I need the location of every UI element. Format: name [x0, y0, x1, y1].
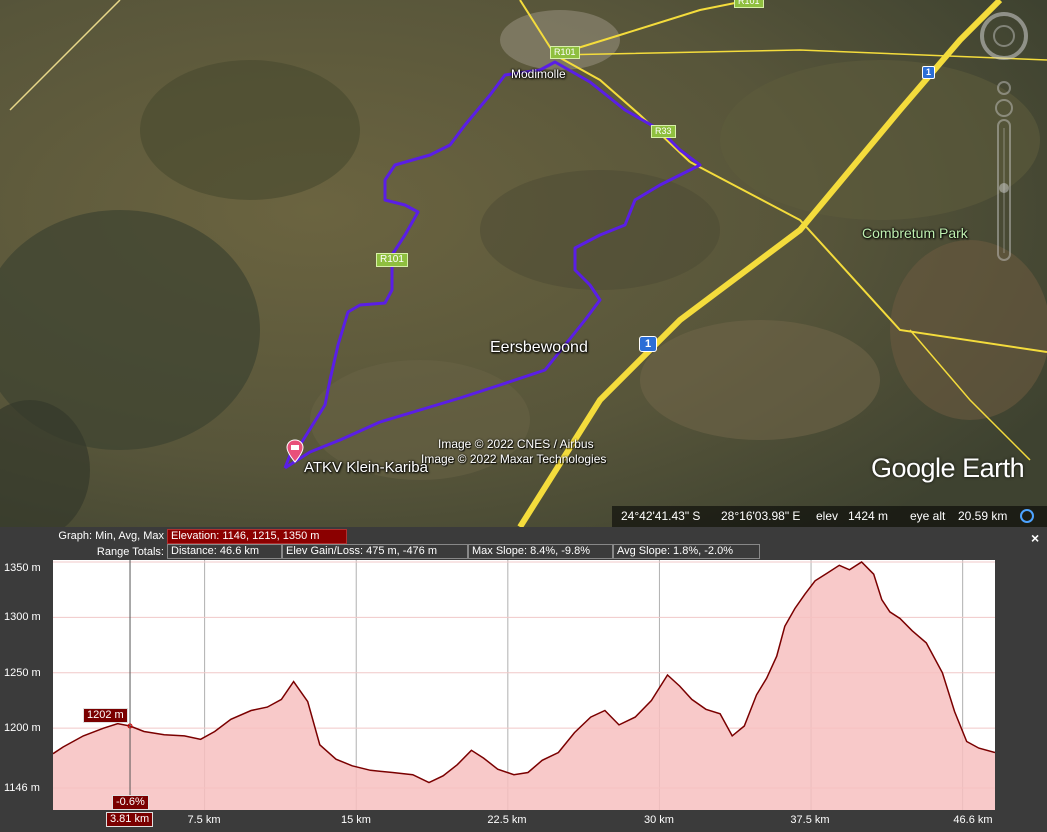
satellite-terrain — [0, 0, 1047, 527]
y-tick-label: 1250 m — [4, 667, 41, 679]
elevation-stats: Elevation: 1146, 1215, 1350 m — [167, 529, 347, 544]
longitude-readout: 28°16'03.98" E — [721, 509, 801, 523]
graph-label: Graph: Min, Avg, Max — [58, 530, 164, 542]
place-label-atkv: ATKV Klein-Kariba — [304, 459, 428, 476]
road-shield-r33: R33 — [651, 125, 676, 138]
elevation-area — [53, 562, 995, 810]
imagery-credit: Image © 2022 CNES / Airbus — [438, 437, 594, 451]
avg-slope: Avg Slope: 1.8%, -2.0% — [613, 544, 760, 559]
navigation-controls[interactable] — [978, 8, 1030, 268]
cursor-elevation-tag: 1202 m — [83, 708, 128, 723]
x-tick-label: 7.5 km — [187, 814, 221, 826]
elevation-line — [53, 561, 995, 784]
y-tick-label: 1350 m — [4, 562, 41, 574]
cursor-slope-tag: -0.6% — [112, 795, 149, 810]
elev-gain-loss: Elev Gain/Loss: 475 m, -476 m — [282, 544, 468, 559]
max-slope: Max Slope: 8.4%, -9.8% — [468, 544, 613, 559]
elevation-label: elev — [816, 509, 839, 523]
cursor-point — [127, 723, 133, 729]
placemark-pin-icon[interactable] — [286, 439, 304, 463]
close-button[interactable]: × — [1031, 530, 1040, 546]
map-viewport[interactable]: Modimolle Eersbewoond Combretum Park ATK… — [0, 0, 1047, 527]
latitude-readout: 24°42'41.43" S — [621, 509, 701, 523]
range-totals-label: Range Totals: — [96, 546, 164, 558]
google-earth-logo: Google Earth — [871, 453, 1025, 483]
elevation-chart[interactable] — [53, 560, 995, 810]
imagery-credit: Image © 2022 Maxar Technologies — [421, 452, 607, 466]
eye-altitude-label: eye alt — [910, 509, 946, 523]
place-label-modimolle: Modimolle — [511, 67, 566, 81]
x-tick-label: 22.5 km — [487, 814, 527, 826]
y-tick-label: 1300 m — [4, 611, 41, 623]
road-shield-r101: R101 — [376, 253, 408, 267]
y-tick-label: 1146 m — [4, 782, 40, 794]
elevation-readout: 1424 m — [848, 509, 889, 523]
x-tick-label: 30 km — [644, 814, 674, 826]
elevation-profile-panel: Graph: Min, Avg, Max Elevation: 1146, 12… — [0, 527, 1047, 832]
place-label-eersbewoond: Eersbewoond — [490, 339, 588, 356]
route-path — [283, 60, 702, 470]
status-bar: 24°42'41.43" S 28°16'03.98" E elev 1424 … — [612, 506, 1047, 527]
place-label-combretum-park: Combretum Park — [862, 225, 968, 241]
navigation-controls-graphic — [980, 12, 1028, 261]
x-tick-label: 37.5 km — [790, 814, 830, 826]
road-shield-r101: R101 — [550, 46, 580, 59]
roads — [9, 0, 1047, 527]
distance-total: Distance: 46.6 km — [167, 544, 282, 559]
eye-altitude-readout: 20.59 km — [958, 509, 1008, 523]
cursor-distance-tag: 3.81 km — [106, 812, 154, 827]
x-tick-label: 46.6 km — [953, 814, 993, 826]
road-shield-n1: 1 — [639, 336, 658, 352]
streaming-status-icon — [1020, 509, 1034, 523]
x-tick-label: 15 km — [341, 814, 371, 826]
y-tick-label: 1200 m — [4, 722, 41, 734]
road-shield-n1: 1 — [922, 66, 936, 79]
road-shield-r101: R101 — [734, 0, 764, 8]
